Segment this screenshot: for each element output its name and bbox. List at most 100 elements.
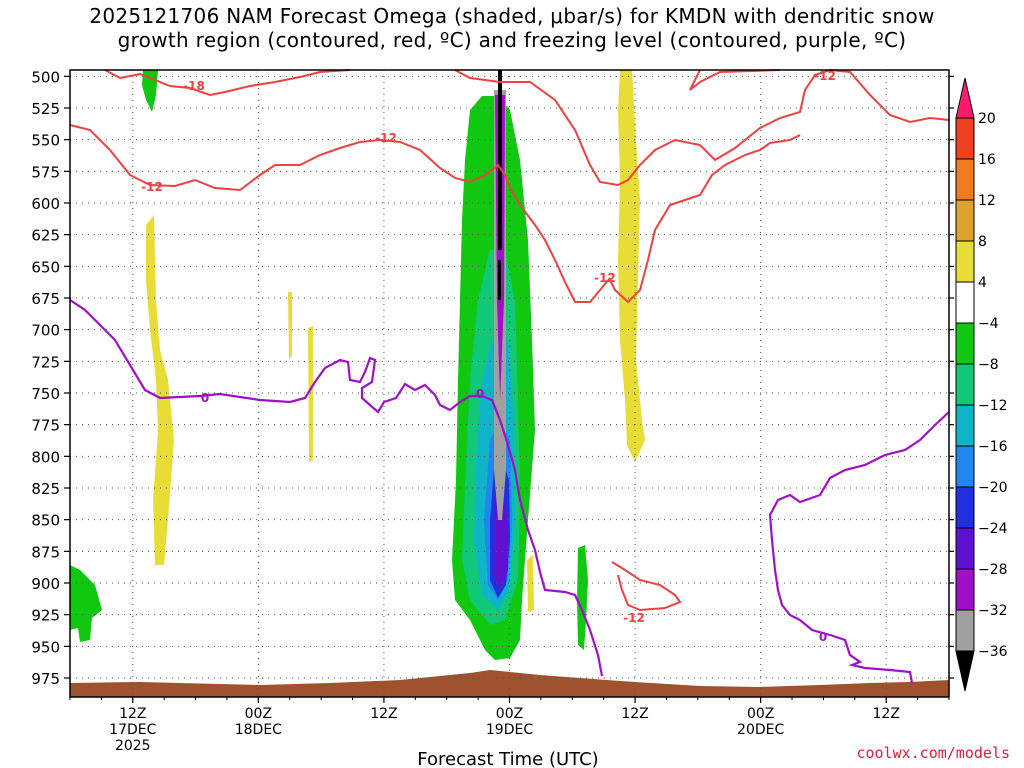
y-tick-label: 875 [31,543,60,561]
x-tick-label: 12Z [873,706,900,722]
colorbar-swatch [955,445,975,488]
colorbar-label: 12 [978,193,996,209]
colorbar-swatch [955,527,975,570]
x-tick-label: 12Z [621,706,648,722]
colorbar-swatch [955,609,975,652]
dgz-contours [69,68,950,612]
omega-yellow-5 [527,555,534,612]
colorbar: 20 16 12 8 4 −4 −8 −12 −16 −20 −24 −28 −32 −36 [955,77,1008,692]
omega-yellow-1 [146,215,174,565]
colorbar-label: −4 [978,316,999,332]
contour-zero-right [768,411,950,684]
y-axis: 500 525 550 575 600 625 650 675 700 725 750 775 800 8… [31,68,954,688]
colorbar-bottom-arrow [955,650,975,692]
y-tick-label: 975 [31,670,60,688]
colorbar-swatch [955,568,975,611]
omega-green-bottom-left [70,565,102,642]
y-tick-label: 925 [31,607,60,625]
gridlines [70,70,949,697]
omega-black-core [498,70,502,250]
colorbar-swatch [955,158,975,201]
y-tick-label: 600 [31,195,60,213]
colorbar-label: 16 [978,152,996,168]
contour-label: -12 [814,69,836,83]
omega-yellow-3 [308,326,313,462]
y-tick-label: 575 [31,163,60,181]
contour-label: -18 [183,79,205,93]
omega-yellow-4 [618,70,645,462]
chart-title: 2025121706 NAM Forecast Omega (shaded, μ… [89,4,935,52]
y-tick-label: 675 [31,290,60,308]
colorbar-label: 8 [978,234,987,250]
contour-label: -12 [375,131,397,145]
contour-label: -12 [623,611,645,625]
colorbar-swatch [955,486,975,529]
colorbar-swatch [955,240,975,283]
y-tick-label: 750 [31,385,60,403]
x-tick-label: 00Z [747,706,774,722]
contour-label: -12 [594,271,616,285]
colorbar-swatch [955,363,975,406]
contour-zero-main [69,299,604,677]
colorbar-label: −16 [978,439,1008,455]
colorbar-label: −24 [978,521,1008,537]
colorbar-label: −20 [978,480,1008,496]
y-tick-label: 625 [31,227,60,245]
y-tick-label: 825 [31,480,60,498]
colorbar-label: 20 [978,111,996,127]
y-tick-label: 550 [31,132,60,150]
colorbar-swatch [955,404,975,447]
y-tick-label: 650 [31,258,60,276]
x-tick-label: 2025 [115,738,151,754]
y-tick-label: 775 [31,417,60,435]
x-tick-label: 12Z [119,706,146,722]
contour-label: 0 [201,391,209,405]
colorbar-swatch [955,117,975,160]
credit-text: coolwx.com/models [856,744,1010,762]
colorbar-label: −36 [978,644,1008,660]
y-tick-label: 500 [31,68,60,86]
colorbar-top-arrow [955,77,975,119]
contour-label: -12 [141,180,163,194]
colorbar-label: −8 [978,357,999,373]
freezing-level-contours [69,299,950,684]
contour-labels: -18 -12 -12 -12 -12 -12 0 0 0 [141,69,836,644]
contour-minus12-mid [609,134,801,304]
x-tick-label: 17DEC [109,722,156,738]
y-tick-label: 700 [31,322,60,340]
contour-minus12-low [611,561,682,612]
x-tick-label: 19DEC [486,722,533,738]
omega-shading [70,70,645,660]
omega-green-small [577,545,588,650]
colorbar-label: 4 [978,275,987,291]
x-tick-label: 12Z [370,706,397,722]
contour-minus12-left [69,124,611,303]
colorbar-label: −28 [978,562,1008,578]
x-tick-label: 18DEC [235,722,282,738]
contour-minus18-top [104,69,351,97]
omega-black-core-2 [498,260,501,300]
colorbar-swatch [955,199,975,242]
y-tick-label: 950 [31,638,60,656]
colorbar-swatch [955,322,975,365]
contour-label: 0 [819,630,827,644]
omega-yellow-2 [288,292,292,360]
y-tick-label: 850 [31,512,60,530]
x-tick-label: 00Z [245,706,272,722]
contour-label: 0 [476,387,484,401]
x-tick-label: 20DEC [737,722,784,738]
y-tick-label: 800 [31,448,60,466]
contour-minus12-right-top [689,69,781,91]
y-tick-label: 725 [31,353,60,371]
x-axis-label: Forecast Time (UTC) [417,749,598,768]
colorbar-label: −12 [978,398,1008,414]
colorbar-label: −32 [978,603,1008,619]
terrain-fill [70,670,949,697]
y-tick-label: 525 [31,100,60,118]
x-tick-label: 00Z [496,706,523,722]
contour-minus12-right [454,68,950,187]
colorbar-swatch [955,281,975,324]
y-tick-label: 900 [31,575,60,593]
